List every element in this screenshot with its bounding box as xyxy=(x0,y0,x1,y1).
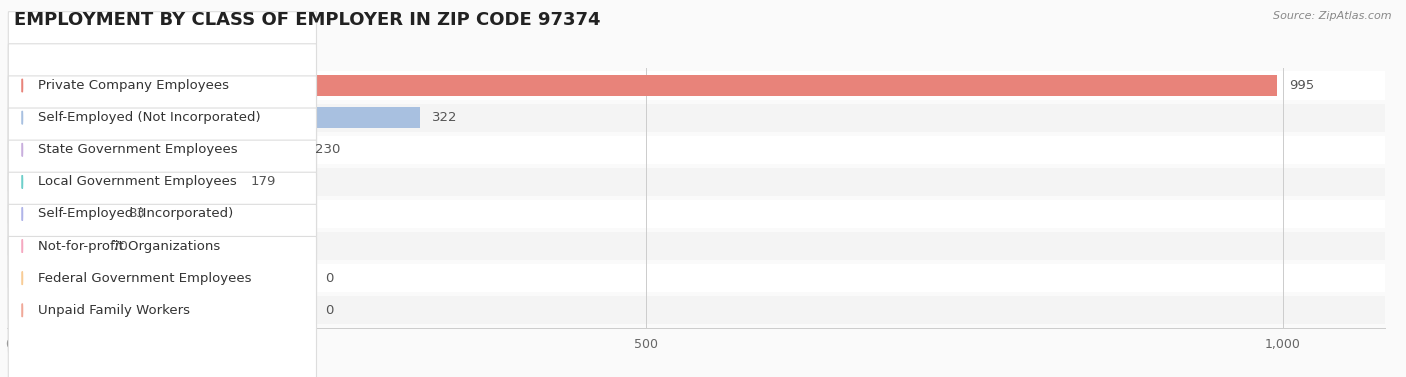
Text: 322: 322 xyxy=(433,111,458,124)
Text: 0: 0 xyxy=(325,304,333,317)
Text: Local Government Employees: Local Government Employees xyxy=(38,175,236,188)
FancyBboxPatch shape xyxy=(10,296,1406,325)
FancyBboxPatch shape xyxy=(8,76,316,224)
FancyBboxPatch shape xyxy=(8,12,316,159)
Text: Self-Employed (Not Incorporated): Self-Employed (Not Incorporated) xyxy=(38,111,260,124)
Text: 995: 995 xyxy=(1310,78,1339,92)
Bar xyxy=(10,75,1277,96)
Bar xyxy=(10,268,177,289)
FancyBboxPatch shape xyxy=(8,172,316,320)
FancyBboxPatch shape xyxy=(8,236,316,377)
Bar xyxy=(10,139,302,160)
Text: 70: 70 xyxy=(111,240,128,253)
Bar xyxy=(10,300,177,321)
Text: Federal Government Employees: Federal Government Employees xyxy=(38,272,252,285)
Bar xyxy=(10,172,238,192)
Text: Private Company Employees: Private Company Employees xyxy=(38,79,229,92)
Text: Not-for-profit Organizations: Not-for-profit Organizations xyxy=(38,240,219,253)
Text: 179: 179 xyxy=(250,175,276,188)
Bar xyxy=(10,236,98,256)
FancyBboxPatch shape xyxy=(8,44,316,192)
Bar xyxy=(10,107,419,128)
Text: 0: 0 xyxy=(325,272,333,285)
FancyBboxPatch shape xyxy=(10,136,1406,164)
FancyBboxPatch shape xyxy=(10,71,1406,100)
Text: Source: ZipAtlas.com: Source: ZipAtlas.com xyxy=(1274,11,1392,21)
Text: Unpaid Family Workers: Unpaid Family Workers xyxy=(38,304,190,317)
FancyBboxPatch shape xyxy=(8,204,316,352)
Bar xyxy=(10,204,115,224)
FancyBboxPatch shape xyxy=(8,108,316,256)
Text: 995: 995 xyxy=(1289,79,1315,92)
Text: 83: 83 xyxy=(128,207,145,221)
FancyBboxPatch shape xyxy=(10,200,1406,228)
FancyBboxPatch shape xyxy=(10,168,1406,196)
Text: Self-Employed (Incorporated): Self-Employed (Incorporated) xyxy=(38,207,233,221)
Text: EMPLOYMENT BY CLASS OF EMPLOYER IN ZIP CODE 97374: EMPLOYMENT BY CLASS OF EMPLOYER IN ZIP C… xyxy=(14,11,600,29)
Text: 230: 230 xyxy=(315,143,340,156)
FancyBboxPatch shape xyxy=(10,232,1406,260)
Text: State Government Employees: State Government Employees xyxy=(38,143,238,156)
FancyBboxPatch shape xyxy=(10,104,1406,132)
FancyBboxPatch shape xyxy=(10,264,1406,292)
FancyBboxPatch shape xyxy=(8,140,316,288)
